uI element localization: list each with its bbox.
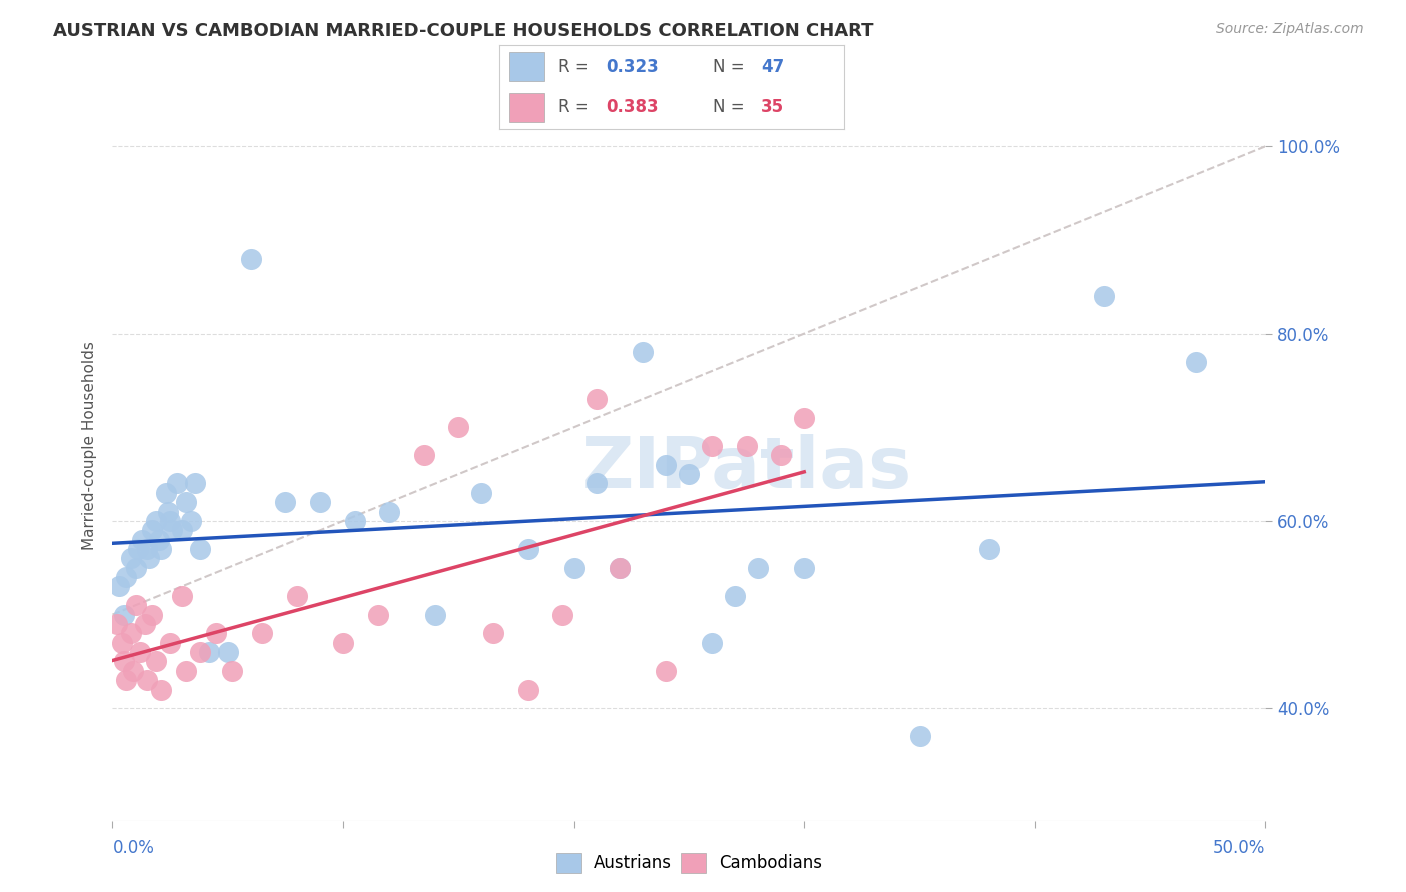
Legend: Austrians, Cambodians: Austrians, Cambodians bbox=[550, 847, 828, 880]
Point bbox=[145, 514, 167, 528]
Point bbox=[205, 626, 228, 640]
Point bbox=[735, 439, 758, 453]
Point bbox=[977, 542, 1000, 557]
Point bbox=[425, 607, 447, 622]
Text: N =: N = bbox=[713, 58, 749, 76]
Text: 50.0%: 50.0% bbox=[1213, 839, 1265, 857]
Text: 0.323: 0.323 bbox=[606, 58, 658, 76]
Point bbox=[562, 561, 585, 575]
Text: 0.0%: 0.0% bbox=[112, 839, 155, 857]
Point bbox=[115, 673, 138, 688]
Point bbox=[180, 514, 202, 528]
Point bbox=[149, 682, 172, 697]
Point bbox=[155, 485, 177, 500]
Point bbox=[724, 589, 747, 603]
Point bbox=[105, 617, 128, 632]
Y-axis label: Married-couple Households: Married-couple Households bbox=[82, 342, 97, 550]
Point bbox=[412, 449, 434, 463]
Text: Source: ZipAtlas.com: Source: ZipAtlas.com bbox=[1216, 22, 1364, 37]
Point bbox=[112, 655, 135, 669]
Point bbox=[700, 439, 723, 453]
Point bbox=[285, 589, 308, 603]
Point bbox=[516, 542, 538, 557]
Point bbox=[159, 514, 181, 528]
Point bbox=[198, 645, 221, 659]
Point bbox=[609, 561, 631, 575]
Point bbox=[131, 533, 153, 547]
Point bbox=[551, 607, 574, 622]
Point bbox=[159, 635, 181, 649]
Point bbox=[124, 561, 146, 575]
Point bbox=[122, 664, 145, 678]
Point bbox=[655, 458, 678, 472]
Point bbox=[585, 392, 607, 407]
Point bbox=[149, 542, 172, 557]
Point bbox=[482, 626, 505, 640]
Text: 35: 35 bbox=[761, 98, 785, 116]
Point bbox=[188, 645, 211, 659]
Point bbox=[678, 467, 700, 482]
Point bbox=[184, 476, 207, 491]
Point bbox=[655, 664, 678, 678]
Point bbox=[141, 524, 163, 538]
Text: ZIPatlas: ZIPatlas bbox=[582, 434, 911, 503]
Point bbox=[162, 524, 184, 538]
Point bbox=[908, 730, 931, 744]
Point bbox=[156, 505, 179, 519]
Point bbox=[136, 542, 159, 557]
Point bbox=[124, 599, 146, 613]
Text: R =: R = bbox=[558, 98, 593, 116]
Point bbox=[145, 655, 167, 669]
Text: N =: N = bbox=[713, 98, 749, 116]
Point bbox=[274, 495, 297, 509]
Point bbox=[747, 561, 769, 575]
Point bbox=[378, 505, 401, 519]
Text: 47: 47 bbox=[761, 58, 785, 76]
Point bbox=[141, 607, 163, 622]
Point bbox=[129, 645, 152, 659]
Point bbox=[174, 664, 197, 678]
Point bbox=[217, 645, 239, 659]
FancyBboxPatch shape bbox=[509, 53, 544, 81]
Point bbox=[174, 495, 197, 509]
Point bbox=[148, 533, 170, 547]
Point bbox=[134, 617, 156, 632]
Point bbox=[239, 252, 262, 266]
Point bbox=[127, 542, 149, 557]
Point bbox=[111, 635, 134, 649]
Point bbox=[120, 626, 142, 640]
Point bbox=[188, 542, 211, 557]
Point bbox=[115, 570, 138, 584]
Point bbox=[609, 561, 631, 575]
Point bbox=[112, 607, 135, 622]
Text: R =: R = bbox=[558, 58, 593, 76]
Point bbox=[1185, 355, 1208, 369]
Point bbox=[770, 449, 793, 463]
Point bbox=[447, 420, 470, 434]
Point bbox=[631, 345, 654, 359]
Text: 0.383: 0.383 bbox=[606, 98, 658, 116]
Point bbox=[252, 626, 274, 640]
Point bbox=[138, 551, 160, 566]
Point bbox=[367, 607, 389, 622]
Point bbox=[170, 524, 193, 538]
Point bbox=[170, 589, 193, 603]
Point bbox=[309, 495, 332, 509]
Point bbox=[793, 561, 815, 575]
FancyBboxPatch shape bbox=[509, 93, 544, 121]
Point bbox=[221, 664, 243, 678]
Point bbox=[166, 476, 188, 491]
Point bbox=[120, 551, 142, 566]
Point bbox=[470, 485, 492, 500]
Point bbox=[793, 410, 815, 425]
Point bbox=[1092, 289, 1115, 303]
Point bbox=[516, 682, 538, 697]
Point bbox=[332, 635, 354, 649]
Text: AUSTRIAN VS CAMBODIAN MARRIED-COUPLE HOUSEHOLDS CORRELATION CHART: AUSTRIAN VS CAMBODIAN MARRIED-COUPLE HOU… bbox=[53, 22, 875, 40]
Point bbox=[343, 514, 366, 528]
Point bbox=[700, 635, 723, 649]
Point bbox=[136, 673, 159, 688]
Point bbox=[108, 580, 131, 594]
Point bbox=[585, 476, 607, 491]
